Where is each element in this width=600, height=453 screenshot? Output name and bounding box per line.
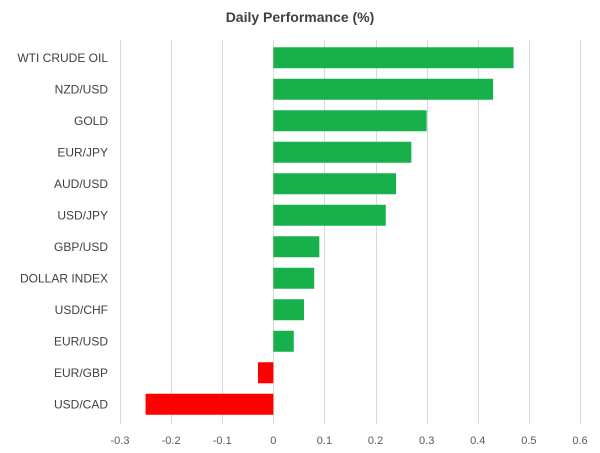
category-label: WTI CRUDE OIL: [17, 51, 108, 65]
x-tick-label: 0.5: [521, 435, 536, 447]
bar: [273, 267, 315, 289]
category-label: EUR/USD: [54, 334, 108, 348]
bar: [273, 47, 514, 69]
category-label: NZD/USD: [55, 82, 109, 96]
x-tick-label: -0.3: [111, 435, 130, 447]
x-axis-tick-labels: -0.3 -0.2 -0.1 0 0.1 0.2 0.3 0.4 0.5 0.6: [111, 435, 588, 447]
x-tick-label: 0: [270, 435, 276, 447]
category-label: EUR/JPY: [57, 145, 108, 159]
bar: [258, 362, 274, 384]
category-label: EUR/GBP: [54, 366, 108, 380]
x-tick-label: 0.6: [572, 435, 587, 447]
x-tick-label: 0.2: [368, 435, 383, 447]
x-tick-label: 0.1: [317, 435, 332, 447]
bar: [273, 236, 320, 258]
bar: [273, 173, 396, 195]
bar: [273, 330, 294, 352]
x-tick-label: 0.4: [470, 435, 485, 447]
chart-title: Daily Performance (%): [225, 9, 375, 25]
category-label: USD/CHF: [55, 303, 108, 317]
x-tick-label: 0.3: [419, 435, 434, 447]
category-label: USD/CAD: [54, 397, 108, 411]
category-labels: WTI CRUDE OIL NZD/USD GOLD EUR/JPY AUD/USD US…: [17, 51, 108, 412]
category-label: DOLLAR INDEX: [20, 271, 108, 285]
bar: [273, 141, 412, 163]
x-tick-label: -0.2: [162, 435, 181, 447]
category-label: AUD/USD: [54, 177, 108, 191]
bar: [273, 110, 427, 132]
grid-lines: [120, 40, 581, 424]
bars: [145, 47, 514, 415]
category-label: GOLD: [74, 114, 108, 128]
bar: [273, 204, 386, 226]
bar: [273, 299, 304, 321]
category-label: USD/JPY: [57, 208, 108, 222]
x-tick-label: -0.1: [213, 435, 232, 447]
bar: [273, 78, 494, 100]
category-label: GBP/USD: [54, 240, 108, 254]
bar: [145, 393, 274, 415]
